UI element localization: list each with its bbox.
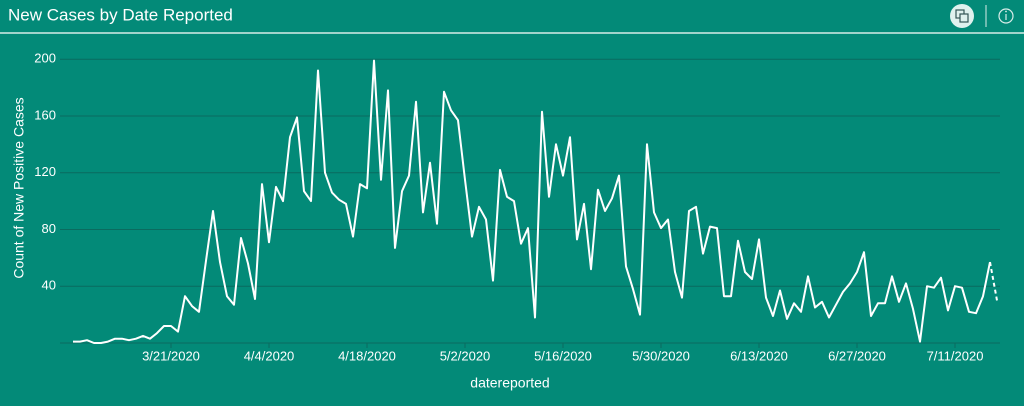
x-tick-label: 6/13/2020 [730,348,788,363]
info-button[interactable] [998,8,1014,24]
info-icon[interactable] [998,8,1014,24]
x-tick-label: 6/27/2020 [828,348,886,363]
info-icon[interactable] [1005,10,1007,13]
export-icon[interactable] [959,13,969,23]
y-axis-label: Count of New Positive Cases [11,97,27,278]
x-tick-label: 4/4/2020 [244,348,295,363]
y-tick-label: 80 [42,221,56,236]
x-tick-label: 7/11/2020 [927,348,984,363]
y-tick-label: 200 [34,51,56,66]
x-tick-label: 4/18/2020 [338,348,396,363]
line-series [73,59,991,344]
x-tick-label: 5/30/2020 [632,348,690,363]
y-tick-label: 40 [42,278,56,293]
x-tick-label: 5/16/2020 [534,348,592,363]
export-button[interactable] [950,4,974,28]
y-tick-label: 160 [34,107,56,122]
x-tick-label: 5/2/2020 [440,348,491,363]
x-tick-label: 3/21/2020 [142,348,200,363]
x-axis-label: datereported [470,375,549,391]
chart-title: New Cases by Date Reported [8,5,233,24]
y-tick-label: 120 [34,164,56,179]
